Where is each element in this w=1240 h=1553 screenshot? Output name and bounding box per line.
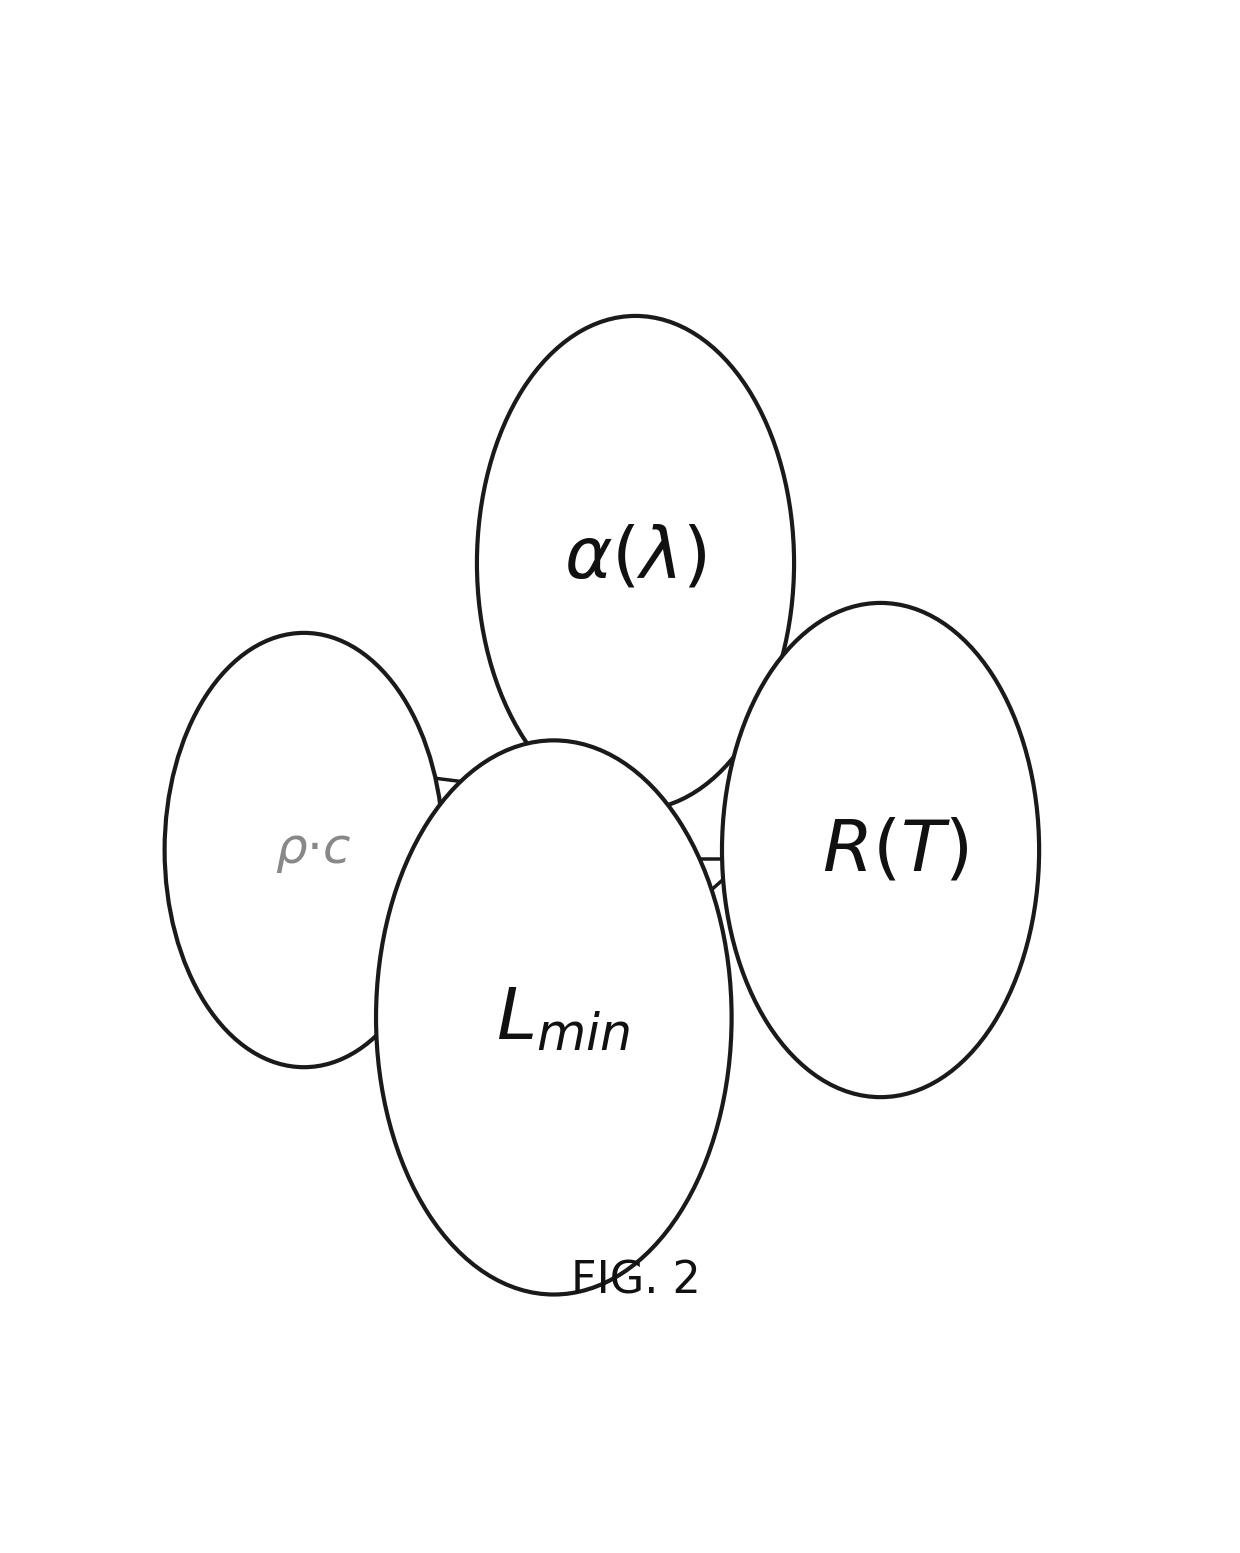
Polygon shape (575, 635, 657, 849)
Ellipse shape (722, 603, 1039, 1096)
Text: $\alpha(\lambda)$: $\alpha(\lambda)$ (564, 522, 707, 593)
Text: $R(T)$: $R(T)$ (822, 814, 968, 885)
Polygon shape (544, 721, 755, 950)
Text: FIG. 2: FIG. 2 (570, 1259, 701, 1301)
Polygon shape (403, 776, 560, 882)
Text: $L_{min}$: $L_{min}$ (496, 981, 630, 1053)
Polygon shape (549, 755, 588, 826)
Polygon shape (516, 758, 785, 859)
Ellipse shape (376, 741, 732, 1295)
Ellipse shape (165, 634, 444, 1067)
Polygon shape (554, 613, 640, 877)
Ellipse shape (477, 315, 794, 811)
Polygon shape (444, 763, 645, 919)
Polygon shape (560, 649, 864, 968)
Text: $\rho{\cdot}c$: $\rho{\cdot}c$ (275, 825, 352, 874)
Polygon shape (551, 655, 812, 859)
